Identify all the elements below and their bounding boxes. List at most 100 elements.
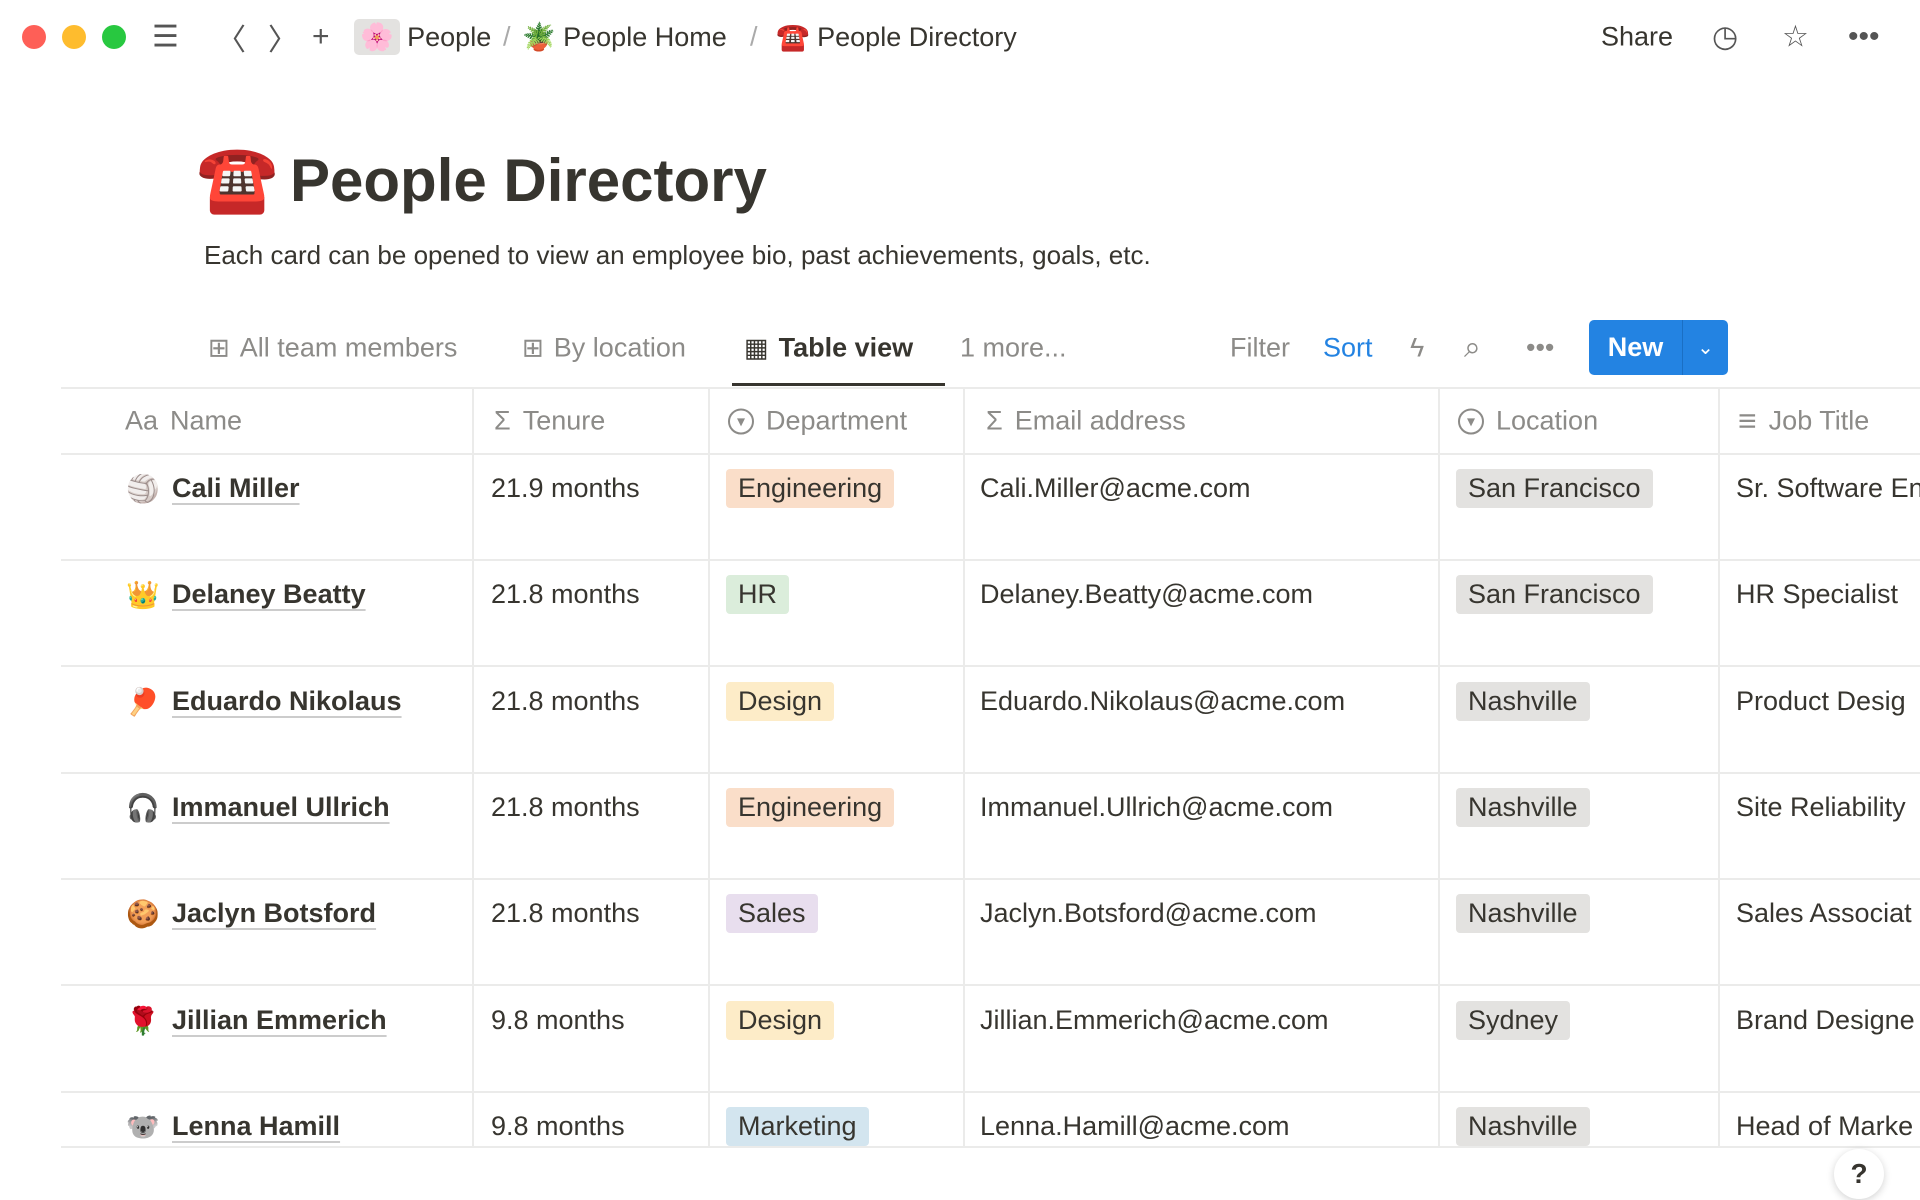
email-cell[interactable]: Immanuel.Ullrich@acme.com — [980, 791, 1333, 822]
column-label: Location — [1496, 405, 1599, 436]
select-property-icon: ▾ — [1458, 408, 1484, 434]
row-divider — [61, 984, 1920, 987]
window-close-button[interactable] — [22, 25, 46, 49]
share-button[interactable]: Share — [1601, 21, 1674, 52]
tab-label: 1 more... — [960, 332, 1067, 363]
tenure-cell: 21.9 months — [491, 473, 640, 503]
email-cell[interactable]: Eduardo.Nikolaus@acme.com — [980, 685, 1346, 716]
search-icon[interactable]: ⌕ — [1464, 331, 1481, 364]
table-row[interactable]: 🌹 Jillian Emmerich 9.8 months Design Jil… — [0, 987, 1920, 1093]
filter-button[interactable]: Filter — [1230, 332, 1290, 363]
person-emoji-icon: 🏐 — [126, 474, 160, 504]
column-label: Name — [170, 405, 243, 436]
job-title-cell: Head of Marke — [1736, 1110, 1914, 1141]
location-tag[interactable]: San Francisco — [1456, 469, 1653, 508]
row-divider — [61, 877, 1920, 880]
forward-icon[interactable]: 〉 — [268, 24, 298, 57]
location-tag[interactable]: San Francisco — [1456, 575, 1653, 615]
breadcrumb-item-people-directory[interactable]: ☎️ People Directory — [776, 21, 1017, 53]
location-tag[interactable]: Sydney — [1456, 1000, 1571, 1040]
column-header-location[interactable]: ▾ Location — [1458, 406, 1598, 437]
help-button[interactable]: ? — [1834, 1149, 1884, 1199]
breadcrumb-separator: / — [750, 21, 758, 52]
email-cell[interactable]: Jillian.Emmerich@acme.com — [980, 1004, 1329, 1035]
person-name-link[interactable]: Jillian Emmerich — [172, 1004, 387, 1035]
department-tag[interactable]: Engineering — [726, 787, 895, 827]
job-title-cell: Product Desig — [1736, 685, 1906, 716]
tab-by-location[interactable]: ⊞ By location — [522, 333, 686, 364]
department-tag[interactable]: Design — [726, 681, 835, 721]
new-button-label[interactable]: New — [1589, 320, 1683, 375]
column-header-department[interactable]: ▾ Department — [728, 406, 907, 437]
tab-table-view[interactable]: ▦ Table view — [744, 333, 913, 364]
favorite-star-icon[interactable]: ☆ — [1782, 20, 1809, 54]
column-header-tenure[interactable]: Σ Tenure — [494, 406, 605, 437]
column-header-name[interactable]: Aa Name — [125, 406, 242, 437]
email-cell[interactable]: Lenna.Hamill@acme.com — [980, 1110, 1290, 1141]
column-header-email[interactable]: Σ Email address — [986, 406, 1186, 437]
email-cell[interactable]: Delaney.Beatty@acme.com — [980, 579, 1314, 610]
person-name-link[interactable]: Immanuel Ullrich — [172, 791, 390, 822]
table-row[interactable]: 🏓 Eduardo Nikolaus 21.8 months Design Ed… — [0, 668, 1920, 774]
tab-more-views[interactable]: 1 more... — [960, 333, 1067, 364]
tab-label: All team members — [239, 332, 458, 363]
chevron-down-icon[interactable]: ⌄ — [1697, 337, 1714, 359]
location-tag[interactable]: Nashville — [1456, 681, 1590, 721]
view-more-icon[interactable]: ••• — [1526, 332, 1555, 363]
table-row[interactable]: 🏐 Cali Miller 21.9 months Engineering Ca… — [0, 455, 1920, 561]
email-cell[interactable]: Jaclyn.Botsford@acme.com — [980, 898, 1317, 929]
window-zoom-button[interactable] — [102, 25, 126, 49]
job-title-cell: Site Reliability — [1736, 791, 1906, 822]
column-header-job-title[interactable]: ≡ Job Title — [1738, 403, 1869, 440]
workspace-icon: 🌸 — [354, 19, 400, 55]
history-clock-icon[interactable]: ◷ — [1712, 20, 1739, 54]
sidebar-menu-icon[interactable]: ☰ — [152, 20, 179, 54]
telephone-icon: ☎️ — [776, 22, 810, 52]
new-button[interactable]: New ⌄ — [1589, 320, 1728, 375]
column-divider — [472, 388, 474, 1146]
job-title-cell: Sales Associat — [1736, 898, 1912, 929]
location-tag[interactable]: Nashville — [1456, 787, 1590, 827]
gallery-icon: ⊞ — [208, 332, 230, 363]
department-tag[interactable]: HR — [726, 575, 789, 615]
table-bottom-border — [61, 1146, 1920, 1148]
table-row[interactable]: 🎧 Immanuel Ullrich 21.8 months Engineeri… — [0, 774, 1920, 880]
department-tag[interactable]: Marketing — [726, 1106, 869, 1146]
person-emoji-icon: 🌹 — [126, 1005, 160, 1036]
department-tag[interactable]: Sales — [726, 894, 818, 934]
breadcrumb-item-people-home[interactable]: 🪴 People Home — [522, 21, 727, 53]
row-divider — [61, 1090, 1920, 1093]
person-name-link[interactable]: Delaney Beatty — [172, 579, 366, 610]
back-icon[interactable]: 〈 — [216, 24, 246, 57]
location-tag[interactable]: Nashville — [1456, 894, 1590, 934]
breadcrumb-label: People — [407, 22, 492, 52]
column-divider — [708, 388, 710, 1146]
tab-all-team-members[interactable]: ⊞ All team members — [208, 333, 457, 364]
column-label: Job Title — [1768, 405, 1870, 436]
window-minimize-button[interactable] — [62, 25, 86, 49]
person-name-link[interactable]: Lenna Hamill — [172, 1110, 341, 1141]
breadcrumb-label: People Home — [563, 22, 727, 52]
text-property-icon: Aa — [125, 405, 159, 436]
location-tag[interactable]: Nashville — [1456, 1106, 1590, 1146]
tab-label: Table view — [778, 332, 914, 363]
row-divider — [61, 771, 1920, 774]
person-emoji-icon: 🏓 — [126, 686, 160, 717]
department-tag[interactable]: Design — [726, 1000, 835, 1040]
automation-lightning-icon[interactable]: ϟ — [1410, 332, 1425, 363]
new-page-icon[interactable]: + — [312, 20, 330, 53]
table-row[interactable]: 👑 Delaney Beatty 21.8 months HR Delaney.… — [0, 561, 1920, 668]
table-row[interactable]: 🐨 Lenna Hamill 9.8 months Marketing Lenn… — [0, 1093, 1920, 1184]
table-row[interactable]: 🍪 Jaclyn Botsford 21.8 months Sales Jacl… — [0, 880, 1920, 987]
person-name-link[interactable]: Jaclyn Botsford — [172, 898, 377, 929]
breadcrumb-item-people[interactable]: 🌸 People — [354, 19, 491, 55]
page-title: People Directory — [290, 147, 767, 214]
department-tag[interactable]: Engineering — [726, 469, 895, 508]
column-divider — [1438, 388, 1440, 1146]
more-options-icon[interactable]: ••• — [1848, 20, 1880, 53]
page-icon[interactable]: ☎️ — [196, 141, 279, 215]
person-name-link[interactable]: Cali Miller — [172, 473, 300, 503]
email-cell[interactable]: Cali.Miller@acme.com — [980, 473, 1251, 503]
sort-button[interactable]: Sort — [1323, 332, 1373, 363]
person-name-link[interactable]: Eduardo Nikolaus — [172, 685, 402, 716]
